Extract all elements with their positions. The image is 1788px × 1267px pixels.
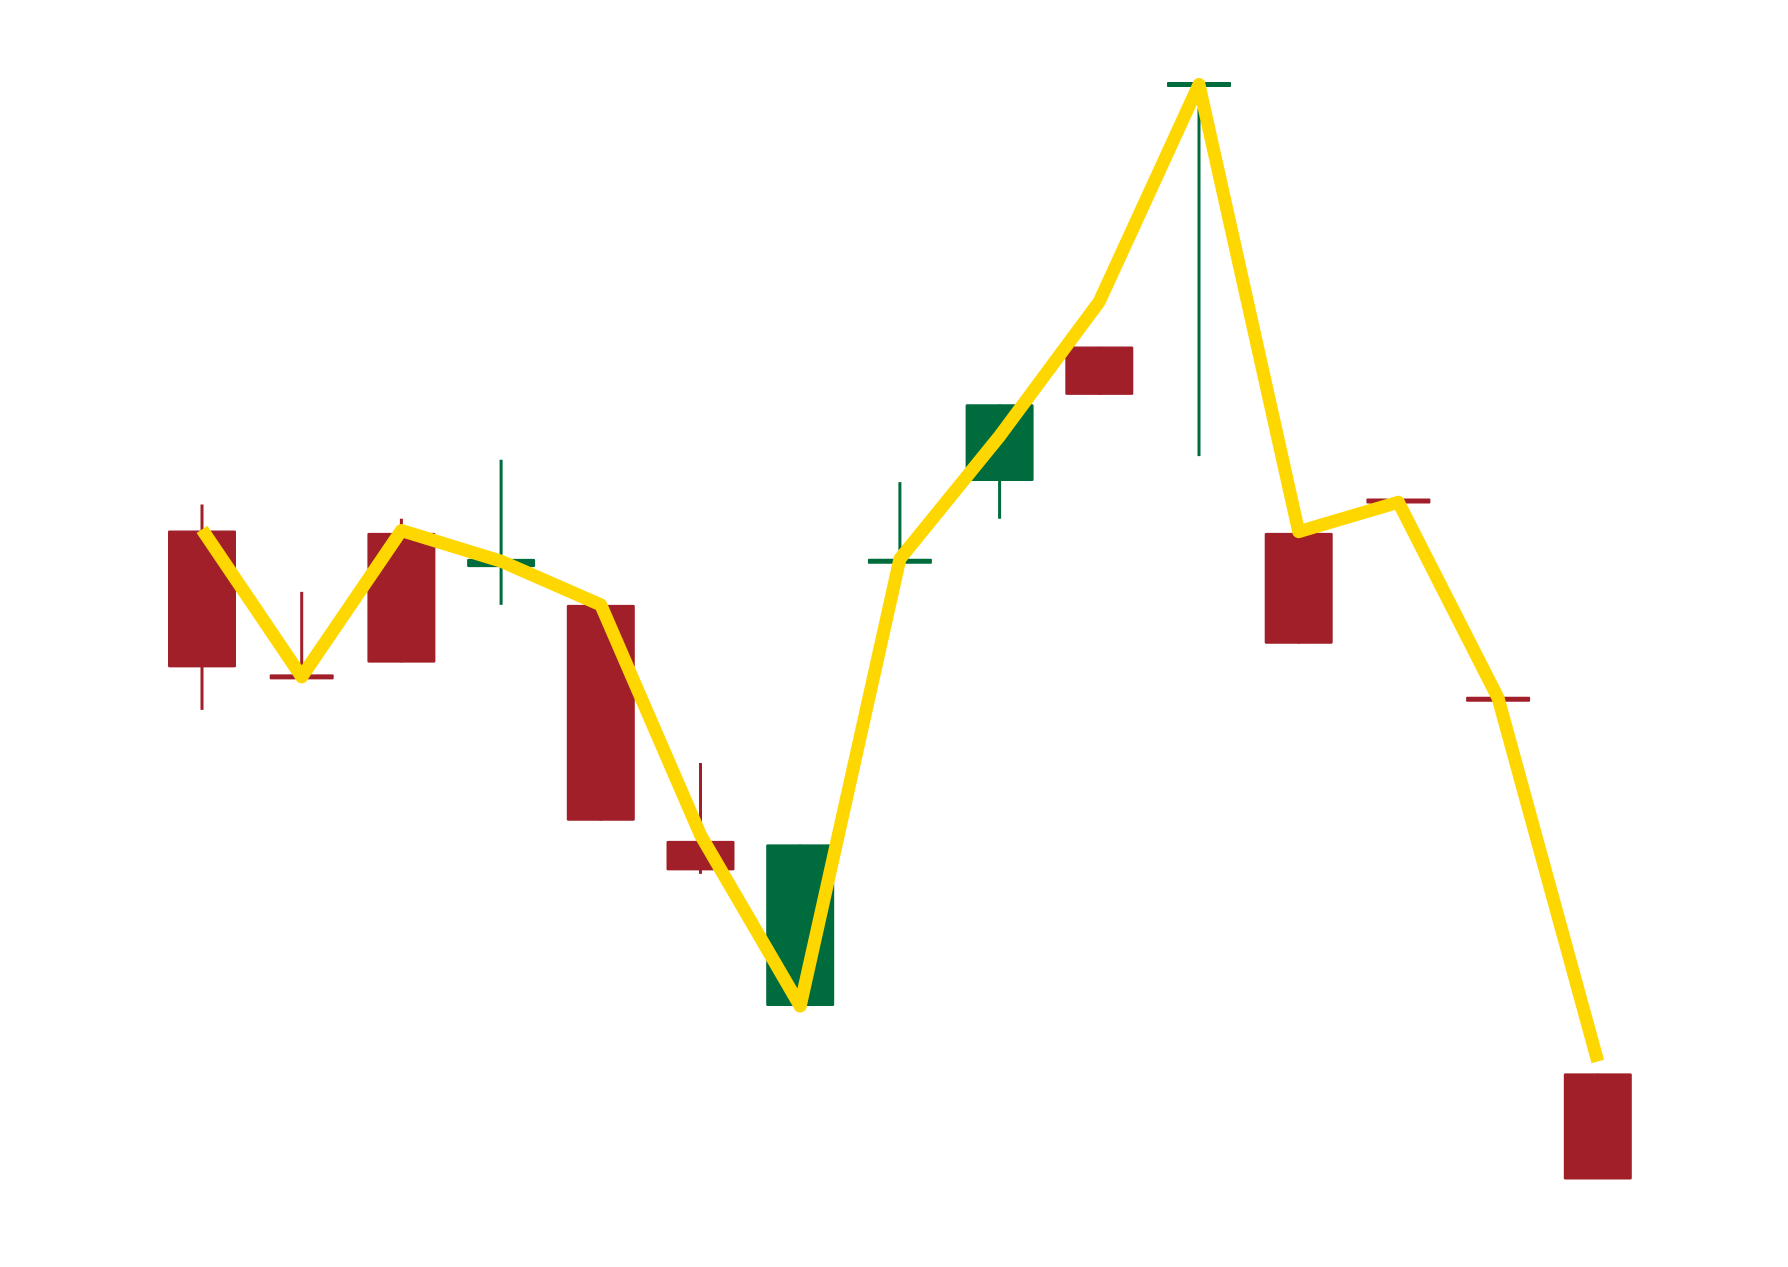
candle-body xyxy=(1563,1073,1632,1180)
candle-body xyxy=(566,604,635,821)
candle-body xyxy=(1065,346,1134,395)
candle xyxy=(467,459,536,605)
candle-body xyxy=(367,532,436,663)
series-line xyxy=(196,77,1605,1064)
candle-body xyxy=(1264,532,1333,644)
candle xyxy=(1065,346,1134,395)
candle xyxy=(566,604,635,821)
candle xyxy=(1563,1073,1632,1180)
candles-group xyxy=(168,81,1632,1180)
candle-body xyxy=(168,530,236,668)
candle xyxy=(1264,532,1333,644)
